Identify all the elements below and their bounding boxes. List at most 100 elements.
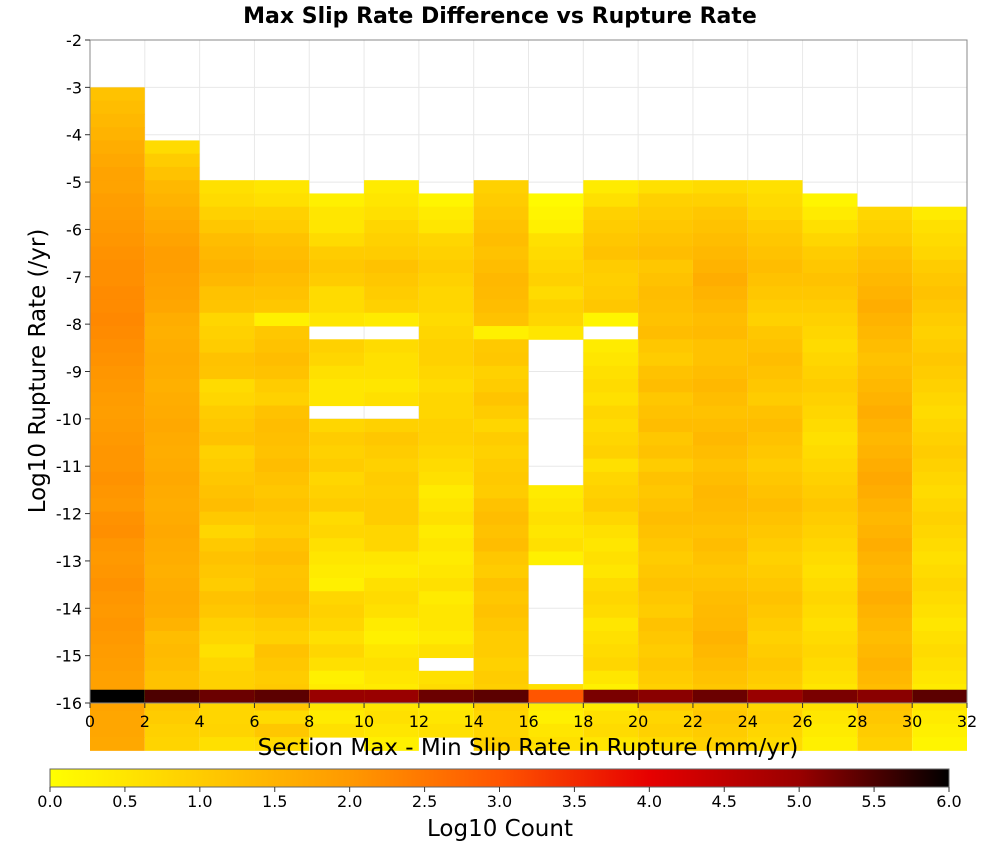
heatmap-cell (583, 458, 639, 473)
heatmap-cell (692, 339, 748, 354)
heatmap-cell (144, 564, 200, 579)
heatmap-cell (857, 670, 913, 685)
heatmap-cell (912, 272, 967, 287)
heatmap-cell (528, 193, 584, 208)
heatmap-cell (254, 193, 310, 208)
x-tick-label: 32 (957, 712, 977, 731)
heatmap-cell (638, 180, 693, 194)
heatmap-cell (199, 737, 255, 751)
heatmap-cell (802, 392, 858, 407)
heatmap-cell (638, 365, 693, 380)
x-tick-label: 0 (85, 712, 95, 731)
heatmap-cell (418, 511, 474, 526)
heatmap-cell (857, 617, 913, 632)
heatmap-cell (747, 670, 803, 685)
heatmap-cell (254, 710, 310, 725)
heatmap-cell (747, 551, 803, 566)
heatmap-cell (90, 365, 145, 380)
heatmap-cell (912, 445, 967, 460)
heatmap-cell (364, 577, 419, 592)
heatmap-cell (857, 259, 913, 274)
colorbar-tick-label: 0.0 (37, 792, 62, 811)
heatmap-cell (364, 299, 419, 314)
heatmap-cell (802, 689, 858, 704)
x-tick-label: 12 (409, 712, 429, 731)
heatmap-cell (747, 737, 803, 751)
heatmap-cell (638, 644, 693, 659)
heatmap-cell (528, 710, 584, 725)
heatmap-cell (857, 604, 913, 619)
heatmap-cell (418, 631, 474, 645)
heatmap-cell (90, 113, 145, 128)
heatmap-cell (144, 604, 200, 619)
heatmap-cell (418, 286, 474, 301)
heatmap-cell (364, 445, 419, 460)
heatmap-cell (90, 339, 145, 354)
heatmap-cell (254, 577, 310, 592)
heatmap-cell (144, 551, 200, 566)
heatmap-cell (802, 458, 858, 473)
heatmap-cell (90, 326, 145, 340)
heatmap-cell (857, 737, 913, 751)
heatmap-cell (418, 418, 474, 433)
heatmap-cell (857, 405, 913, 420)
heatmap-cell (638, 233, 693, 247)
heatmap-cell (199, 272, 255, 287)
heatmap-cell (802, 591, 858, 605)
heatmap-cell (90, 485, 145, 499)
heatmap-cell (144, 193, 200, 208)
heatmap-cell (692, 246, 748, 261)
heatmap-cell (583, 219, 639, 234)
heatmap-cell (309, 564, 365, 579)
heatmap-cell (528, 312, 584, 327)
heatmap-cell (802, 737, 858, 751)
heatmap-cell (857, 246, 913, 261)
heatmap-cell (254, 644, 310, 659)
heatmap-cell (802, 604, 858, 619)
heatmap-cell (802, 193, 858, 208)
heatmap-cell (364, 538, 419, 552)
heatmap-cell (364, 524, 419, 539)
y-tick-label: -13 (56, 552, 82, 571)
heatmap-cell (802, 471, 858, 486)
heatmap-cell (528, 524, 584, 539)
heatmap-cell (473, 286, 529, 301)
heatmap-cell (692, 710, 748, 725)
heatmap-cell (857, 365, 913, 380)
heatmap-cell (747, 219, 803, 234)
heatmap-cell (418, 445, 474, 460)
heatmap-cell (583, 564, 639, 579)
heatmap-cell (802, 657, 858, 672)
heatmap-cell (254, 723, 310, 738)
heatmap-cell (747, 193, 803, 208)
heatmap-cell (912, 591, 967, 605)
heatmap-cell (802, 286, 858, 301)
heatmap-cell (90, 127, 145, 141)
heatmap-cell (638, 259, 693, 274)
heatmap-cell (692, 286, 748, 301)
heatmap-cell (857, 379, 913, 393)
heatmap-cell (90, 405, 145, 420)
heatmap-cell (747, 445, 803, 460)
heatmap-cell (90, 246, 145, 261)
heatmap-cell (692, 631, 748, 645)
heatmap-cell (90, 206, 145, 221)
heatmap-cell (857, 432, 913, 446)
heatmap-cell (199, 246, 255, 261)
heatmap-cell (254, 180, 310, 194)
heatmap-cell (802, 299, 858, 314)
heatmap-cell (857, 710, 913, 725)
heatmap-cell (912, 233, 967, 247)
heatmap-cell (199, 259, 255, 274)
heatmap-cell (638, 379, 693, 393)
heatmap-cell (583, 670, 639, 685)
colorbar-tick-label: 2.5 (412, 792, 437, 811)
heatmap-cell (528, 233, 584, 247)
heatmap-cell (528, 538, 584, 552)
heatmap-cell (857, 511, 913, 526)
heatmap-cell (309, 458, 365, 473)
heatmap-cell (638, 458, 693, 473)
heatmap-cell (912, 352, 967, 367)
heatmap-cell (90, 299, 145, 314)
heatmap-cell (199, 286, 255, 301)
